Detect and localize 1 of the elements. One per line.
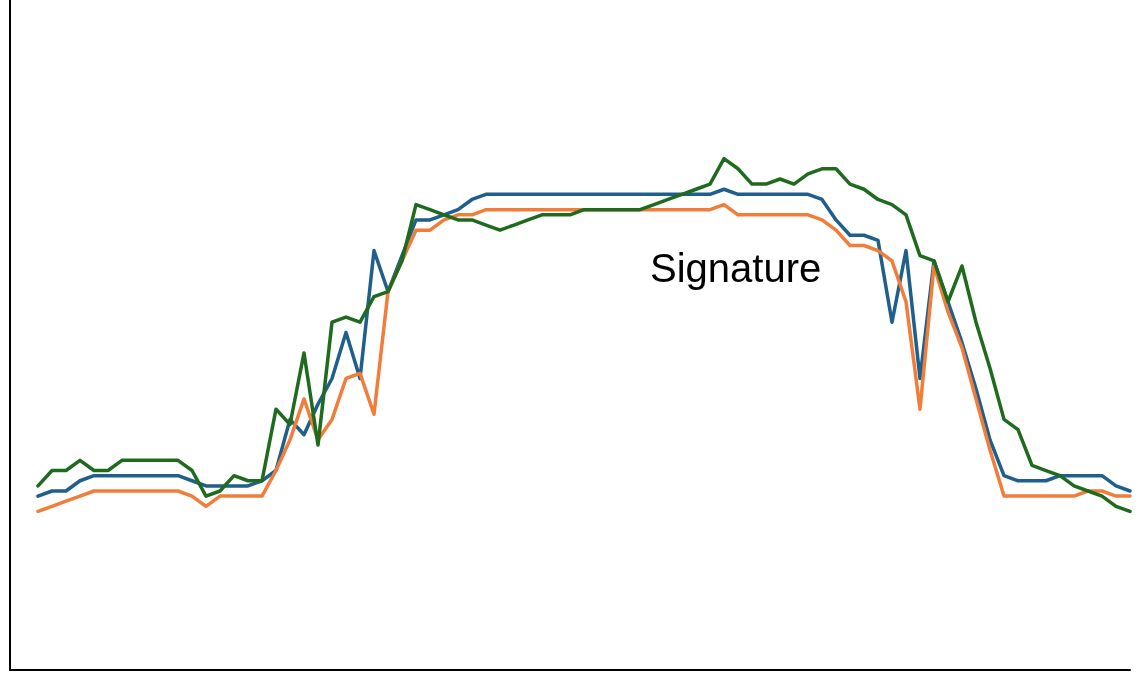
annotation: Signature (650, 246, 822, 290)
